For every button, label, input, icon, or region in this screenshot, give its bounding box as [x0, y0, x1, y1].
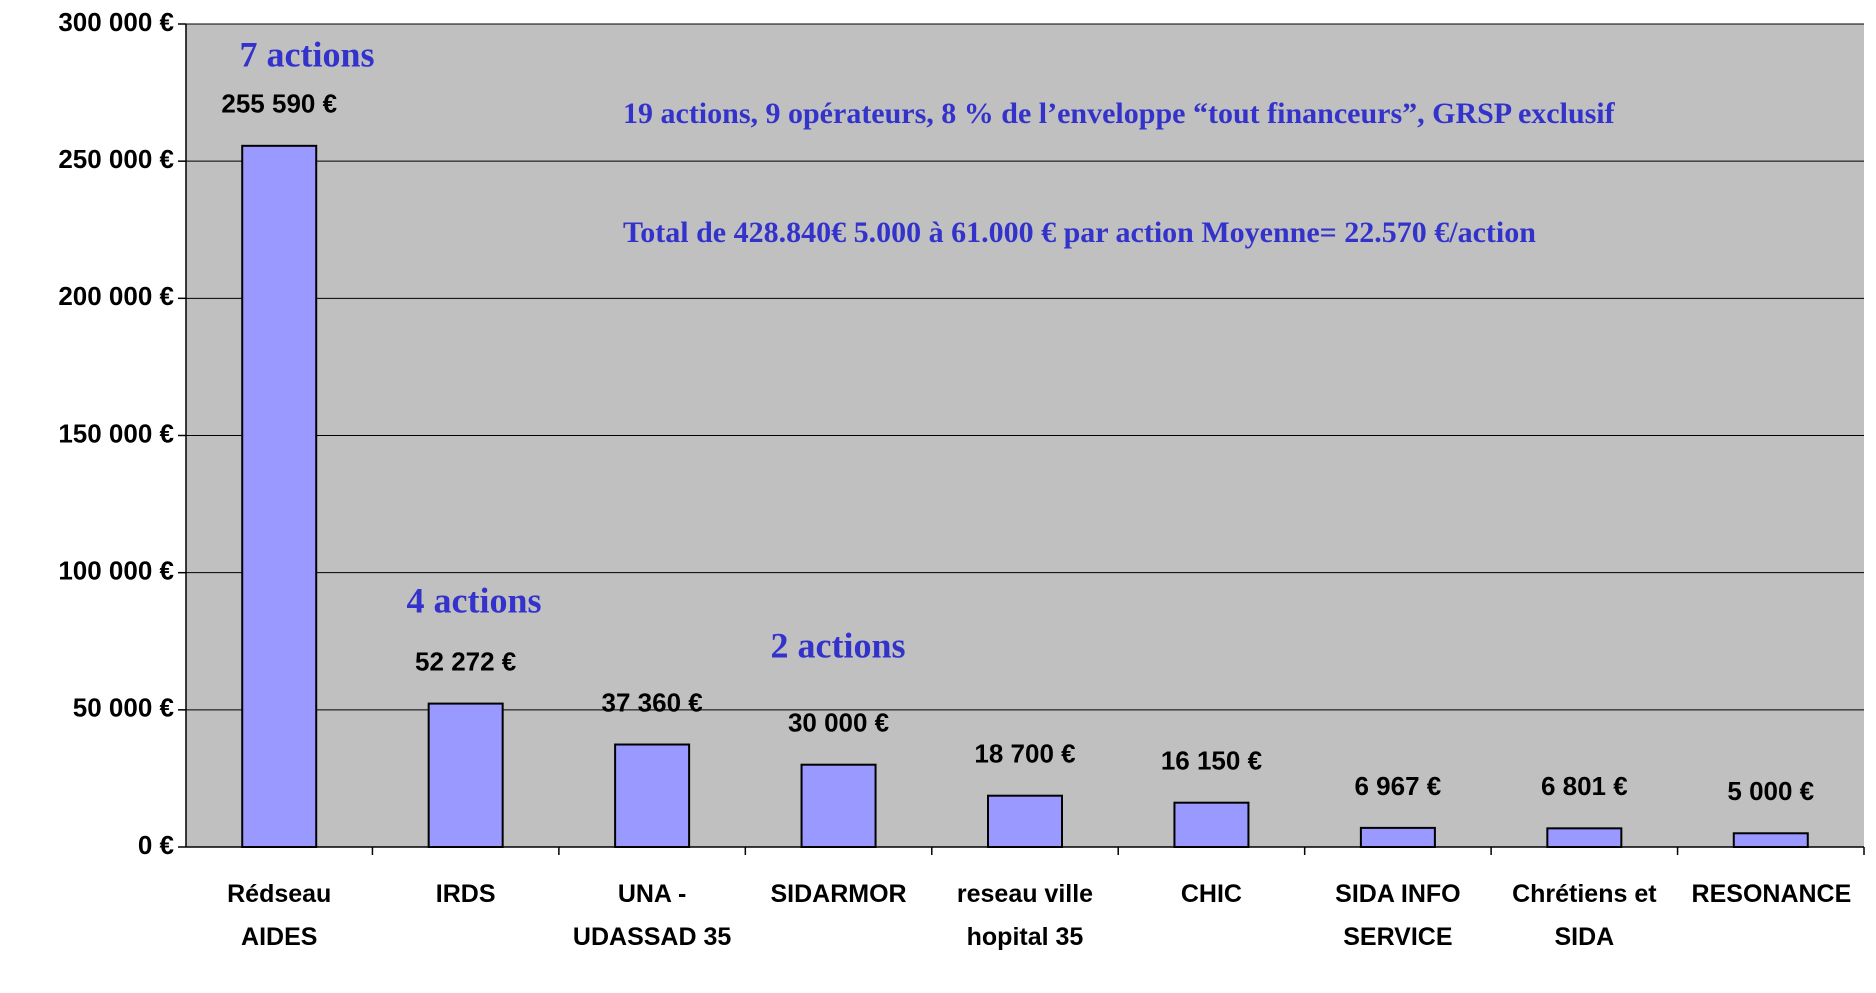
value-label: 5 000 €	[1727, 776, 1814, 806]
bar	[1546, 827, 1623, 848]
annotation: 2 actions	[771, 625, 906, 665]
bar	[1732, 832, 1809, 848]
value-label: 30 000 €	[788, 708, 889, 738]
x-tick-label: RESONANCE	[1691, 880, 1852, 908]
y-tick-label: 300 000 €	[58, 7, 174, 37]
bar	[241, 144, 318, 849]
value-label: 255 590 €	[221, 89, 337, 119]
x-tick-label: Rédseau AIDES	[227, 880, 332, 951]
x-tick-label: CHIC	[1180, 880, 1242, 908]
y-tick-label: 200 000 €	[58, 281, 174, 311]
value-label: 37 360 €	[602, 687, 703, 717]
x-tick-label: SIDARMOR	[770, 880, 907, 908]
bar	[1173, 801, 1250, 849]
bar	[987, 794, 1063, 848]
value-label: 18 700 €	[974, 739, 1075, 769]
x-tick-label: Chrétiens et SIDA	[1512, 880, 1657, 951]
x-tick-label: reseau ville hopital 35	[956, 880, 1094, 951]
annotation: Total de 428.840€ 5.000 à 61.000 € par a…	[623, 216, 1536, 249]
y-tick-label: 100 000 €	[58, 556, 174, 586]
y-tick-label: 50 000 €	[73, 693, 174, 723]
y-tick-label: 250 000 €	[58, 144, 174, 174]
annotation: 4 actions	[407, 580, 542, 620]
value-label: 52 272 €	[415, 646, 516, 676]
bar	[427, 702, 504, 848]
value-label: 6 801 €	[1541, 771, 1628, 801]
bar	[1359, 826, 1436, 849]
x-tick-label: UNA - UDASSAD 35	[572, 880, 732, 951]
x-tick-label: IRDS	[435, 880, 496, 908]
value-label: 6 967 €	[1355, 771, 1442, 801]
value-label: 16 150 €	[1161, 746, 1262, 776]
x-tick-label: SIDA INFO SERVICE	[1335, 880, 1461, 951]
annotations: 7 actions 4 actions 2 actions 19 actions, 9…	[240, 34, 1616, 665]
annotation: 19 actions, 9 opérateurs, 8 % de l’envel…	[623, 97, 1616, 130]
annotation: 7 actions	[240, 34, 375, 74]
bar	[800, 763, 877, 849]
y-tick-label: 0 €	[138, 830, 174, 860]
bar	[614, 743, 691, 849]
y-tick-label: 150 000 €	[58, 418, 174, 448]
